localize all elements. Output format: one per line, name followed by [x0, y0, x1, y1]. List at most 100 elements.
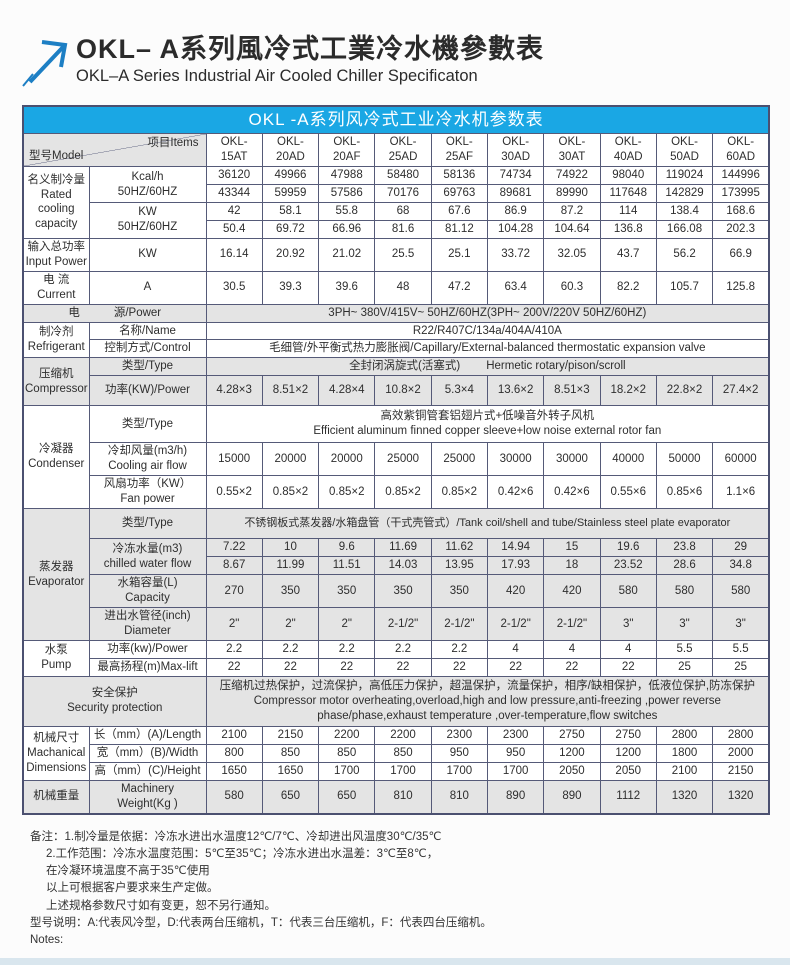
power-source-label-rest: 源/Power [113, 306, 162, 319]
value-cell: 1200 [543, 743, 601, 763]
value-cell: 2750 [599, 725, 657, 745]
value-cell: 2150 [712, 761, 770, 781]
value-cell: 0.85×2 [318, 475, 376, 510]
item-label-line2: 50HZ/60HZ [117, 185, 178, 198]
value-cell: 69763 [430, 184, 488, 203]
value-cell: 168.6 [712, 201, 770, 221]
item-label-line1: 冷冻水量(m3) [112, 542, 183, 555]
row-evaporator-type: 蒸发器 Evaporator 类型/Type 不锈钢板式蒸发器/水箱盘管（干式壳… [22, 508, 770, 641]
value-cell: 2.2 [318, 639, 376, 659]
value-cell: 580 [655, 573, 714, 608]
group-label-en: Rated cooling capacity [35, 188, 78, 231]
group-label-en: Pump [41, 659, 72, 672]
value-cell: 810 [374, 779, 432, 815]
value-cell: 125.8 [712, 270, 770, 305]
row-water-50: 冷冻水量(m3) chilled water flow 7.22 10 9.6 11.… [23, 538, 770, 575]
value-cell: 104.28 [486, 219, 545, 239]
value-cell: 3" [599, 606, 657, 641]
value-cell: 142829 [655, 184, 714, 203]
value-cell: 55.8 [318, 201, 376, 221]
value-cell: 28.6 [655, 556, 714, 575]
group-label-zh: 电 流 [43, 273, 70, 286]
value-cell: 105.7 [655, 270, 714, 305]
value-cell: 4.28×3 [205, 375, 263, 407]
group-label-en: Current [37, 288, 76, 301]
value-cell: 0.85×2 [430, 475, 488, 510]
value-cell: 22 [261, 657, 320, 677]
value-cell: 0.42×6 [486, 475, 545, 510]
value-cell: 2150 [261, 725, 320, 745]
value-cell: 2.2 [205, 639, 263, 659]
value-cell: 2" [318, 606, 376, 641]
value-cell: 350 [261, 573, 320, 608]
refrigerant-control-value: 毛细管/外平衡式热力膨胀阀/Capillary/External-balance… [205, 339, 770, 359]
value-cell: 58480 [374, 166, 432, 186]
value-cell: 86.9 [486, 201, 545, 221]
group-label-zh: 机械尺寸 [33, 731, 80, 744]
group-label-zh: 输入总功率 [27, 240, 86, 253]
value-cell: 25.1 [430, 237, 488, 272]
value-cell: 1700 [486, 761, 545, 781]
group-label-en: Input Power [25, 255, 87, 268]
item-label-kcal: Kcal/h 50HZ/60HZ [88, 166, 207, 203]
value-cell: 36120 [205, 166, 263, 186]
value-cell: 11.69 [374, 538, 432, 558]
value-cell: 81.6 [374, 219, 432, 239]
group-label-weight: 机械重量 [22, 779, 90, 815]
value-cell: 890 [543, 779, 601, 815]
model-l1: OKL- [671, 136, 698, 149]
value-cell: 2100 [205, 725, 263, 745]
model-l1: OKL- [389, 136, 417, 149]
model-l1: OKL- [502, 136, 530, 149]
value-cell: 39.3 [261, 270, 320, 305]
row-pump-power: 水泵 Pump 功率(kw)/Power 2.2 2.2 2.2 2.2 2.2 4 4 4 5… [22, 639, 770, 677]
group-label-zh: 压缩机 [39, 367, 74, 380]
row-max-lift: 最高扬程(m)Max-lift 22 22 22 22 22 22 22 22 25 25 [23, 657, 770, 677]
model-l2: 25AD [388, 151, 418, 164]
note-line: 备注：1.制冷量是依据：冷冻水进出水温度12℃/7℃、冷却进出风温度30℃/35… [30, 830, 442, 843]
row-height: 高（mm）(C)/Height 1650 1650 1700 1700 1700 1700… [23, 761, 770, 781]
value-cell: 47.2 [430, 270, 488, 305]
value-cell: 2050 [543, 761, 601, 781]
value-cell: 8.51×2 [261, 375, 320, 407]
value-cell: 580 [205, 779, 263, 815]
item-label-line1: Machinery [120, 782, 175, 795]
model-l1: OKL- [333, 136, 361, 149]
value-cell: 48 [374, 270, 432, 305]
row-current: 电 流 Current A 30.5 39.3 39.6 48 47.2 63.4 60.3… [22, 270, 770, 305]
row-power-source: 电 源/Power 3PH~ 380V/415V~ 50HZ/60HZ(3PH~ … [22, 303, 770, 323]
power-source-label-zh: 电 [68, 306, 80, 319]
row-width: 宽（mm）(B)/Width 800 850 850 850 950 950 1200 120… [23, 743, 770, 763]
value-cell: 2-1/2" [543, 606, 601, 641]
value-cell: 59959 [261, 184, 320, 203]
value-cell: 1320 [655, 779, 714, 815]
value-cell: 650 [318, 779, 376, 815]
item-label-line1: 风扇功率（KW） [103, 478, 192, 491]
model-l1: OKL- [277, 136, 304, 149]
group-label-pump: 水泵 Pump [22, 639, 90, 677]
note-line: 型号说明：A:代表风冷型，D:代表两台压缩机，T：代表三台压缩机，F：代表四台压… [30, 916, 492, 929]
condenser-type-zh: 高效紫铜管套铝翅片式+低噪音外转子风机 [380, 410, 595, 423]
value-cell: 9.6 [318, 538, 376, 558]
value-cell: 1650 [261, 761, 320, 781]
condenser-type-value: 高效紫铜管套铝翅片式+低噪音外转子风机 Efficient aluminum f… [205, 405, 770, 444]
corner-cell: 型号Model 项目Items [22, 133, 207, 168]
security-label-zh: 安全保护 [91, 687, 138, 700]
item-label-airflow: 冷却风量(m3/h) Cooling air flow [88, 442, 207, 477]
value-cell: 0.85×2 [374, 475, 432, 510]
value-cell: 13.95 [430, 556, 488, 575]
value-cell: 70176 [374, 184, 432, 203]
value-cell: 18 [543, 556, 601, 575]
item-label-line2: 50HZ/60HZ [117, 221, 178, 234]
model-header-cell: OKL- 40AD [599, 133, 657, 168]
row-condenser-fan: 风扇功率（KW） Fan power 0.55×2 0.85×2 0.85×2 0.8… [23, 475, 770, 510]
value-cell: 350 [430, 573, 488, 608]
value-cell: 890 [486, 779, 545, 815]
group-label-evaporator: 蒸发器 Evaporator [22, 508, 90, 641]
value-cell: 2-1/2" [430, 606, 488, 641]
group-label-zh: 冷凝器 [39, 443, 74, 456]
value-cell: 39.6 [318, 270, 376, 305]
item-label-control: 控制方式/Control [88, 339, 207, 359]
item-label-fan-power: 风扇功率（KW） Fan power [88, 475, 207, 510]
value-cell: 4 [599, 639, 657, 659]
